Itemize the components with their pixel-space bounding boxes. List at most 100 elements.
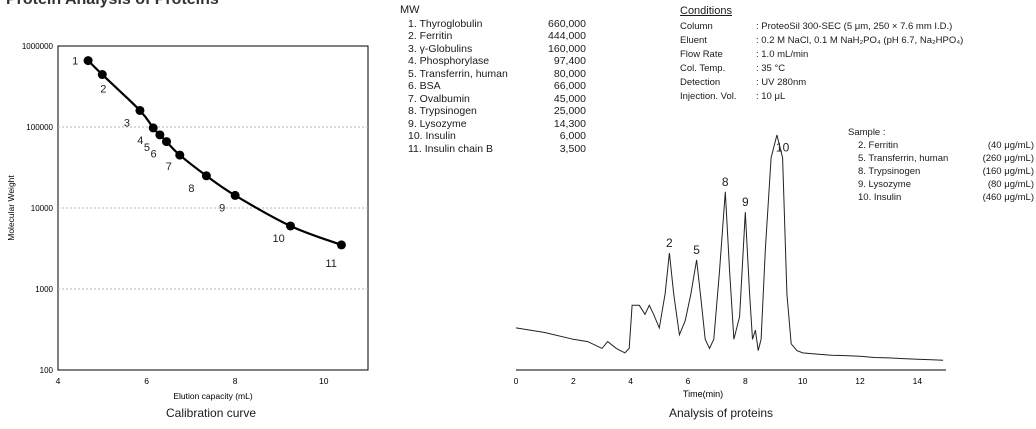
- mw-row-label: 7. Ovalbumin: [408, 92, 470, 105]
- sample-title: Sample :: [848, 127, 886, 138]
- sample-row-value: (80 μg/mL): [987, 179, 1034, 190]
- page-header-partial: Protein Analysis of Proteins: [6, 0, 219, 9]
- mw-row-label: 6. BSA: [408, 80, 441, 92]
- condition-row: Injection. Vol. : 10 μL: [680, 90, 963, 104]
- calibration-point-label: 2: [100, 84, 106, 96]
- chromatogram-x-tick-label: 8: [743, 376, 748, 386]
- sample-row-label: 9. Lysozyme: [858, 179, 911, 190]
- mw-row: 6. BSA 66,000: [400, 80, 586, 93]
- mw-row: 4. Phosphorylase 97,400: [400, 55, 586, 68]
- sample-row-label: 8. Trypsinogen: [858, 166, 921, 177]
- mw-row-label: 4. Phosphorylase: [408, 55, 490, 67]
- sample-row: 5. Transferrin, human (260 μg/mL): [848, 152, 1034, 165]
- calibration-x-axis-label: Elution capacity (mL): [173, 391, 253, 401]
- sample-row-value: (460 μg/mL): [982, 192, 1034, 203]
- condition-row-value: : UV 280nm: [756, 77, 807, 88]
- calibration-x-tick-label: 4: [56, 376, 61, 386]
- mw-row: 5. Transferrin, human 80,000: [400, 68, 586, 81]
- mw-row-value: 97,400: [553, 55, 586, 67]
- calibration-x-tick-label: 10: [319, 376, 329, 386]
- mw-row: 7. Ovalbumin 45,000: [400, 93, 586, 106]
- calibration-gridlines: [58, 126, 368, 290]
- chromatogram-peak-label: 5: [693, 243, 700, 257]
- calibration-point: [148, 123, 158, 133]
- calibration-point: [83, 56, 93, 66]
- condition-row: Col. Temp.: 35 °C: [680, 62, 963, 76]
- chromatogram-x-tick-label: 2: [571, 376, 576, 386]
- calibration-point-label: 11: [325, 258, 336, 270]
- calibration-curve-line: [87, 59, 342, 246]
- mw-row-value: 3,500: [559, 142, 586, 155]
- condition-row: Eluent: 0.2 M NaCl, 0.1 M NaH₂PO₄ (pH 6.…: [680, 34, 963, 48]
- mw-row-label: 3. γ-Globulins: [408, 42, 473, 55]
- condition-row-label: Detection: [680, 77, 721, 88]
- mw-row-value: 45,000: [553, 92, 586, 105]
- sample-row-value: (260 μg/mL): [982, 153, 1034, 164]
- condition-row-label: Col. Temp.: [680, 63, 726, 74]
- sample-row: 8. Trypsinogen (160 μg/mL): [848, 165, 1034, 178]
- mw-row-label: 8. Trypsinogen: [408, 105, 477, 117]
- mw-row-label: 2. Ferritin: [408, 30, 453, 42]
- condition-row: Flow Rate: 1.0 mL/min: [680, 48, 963, 62]
- mw-row-value: 66,000: [553, 80, 586, 92]
- condition-row: Detection : UV 280nm: [680, 76, 963, 90]
- calibration-point-label: 6: [151, 149, 157, 161]
- calibration-y-tick-label: 100000: [26, 123, 53, 132]
- chromatogram-x-tick-label: 14: [913, 376, 923, 386]
- conditions-panel: Conditions Column: ProteoSil 300-SEC (5 …: [680, 4, 963, 104]
- calibration-y-axis-label: Molecular Weight: [6, 175, 16, 241]
- chromatogram-x-tick-label: 4: [628, 376, 633, 386]
- chromatogram-peak-labels: 2 5 89 10: [666, 141, 790, 257]
- condition-row: Column : ProteoSil 300-SEC (5 μm, 250 × 7…: [680, 20, 963, 34]
- calibration-y-tick-label: 10000: [31, 204, 54, 213]
- mw-row-value: 14,300: [553, 117, 586, 130]
- calibration-y-tick-label: 100: [40, 366, 54, 375]
- chromatogram-peak-label: 8: [722, 175, 729, 189]
- calibration-point-label: 5: [144, 142, 150, 154]
- condition-row-label: Injection. Vol.: [680, 91, 737, 102]
- condition-row-label: Eluent: [680, 35, 707, 46]
- calibration-point: [201, 171, 211, 181]
- calibration-caption: Calibration curve: [166, 406, 257, 420]
- sample-row: 2. Ferritin (40 μg/mL): [848, 139, 1034, 152]
- chromatogram-x-tick-labels: 0 2 4 6 8 10 12 14: [514, 376, 923, 386]
- chromatogram-caption: Analysis of proteins: [669, 406, 774, 420]
- calibration-point: [175, 150, 185, 160]
- chromatogram-x-tick-label: 0: [514, 376, 519, 386]
- sample-row: 9. Lysozyme (80 μg/mL): [848, 178, 1034, 191]
- condition-row-value: : 1.0 mL/min: [756, 49, 809, 60]
- sample-panel: Sample : 2. Ferritin (40 μg/mL) 5. Transfe…: [848, 126, 1034, 204]
- calibration-point-label: 3: [124, 117, 130, 129]
- mw-row-value: 6,000: [559, 130, 586, 142]
- calibration-x-tick-labels: 4 6 8 10: [56, 376, 329, 386]
- calibration-x-tick-label: 8: [233, 376, 238, 386]
- chromatogram-x-tick-label: 10: [798, 376, 808, 386]
- mw-table-heading: MW: [400, 4, 420, 16]
- calibration-x-tick-label: 6: [144, 376, 149, 386]
- chromatogram-peak-label: 2: [666, 236, 673, 250]
- sample-row: 10. Insulin (460 μg/mL): [848, 191, 1034, 204]
- condition-row-value: : 10 μL: [756, 91, 786, 102]
- calibration-point: [97, 70, 107, 80]
- calibration-y-tick-labels: 100 1000 10000 100000 1000000: [22, 42, 54, 375]
- calibration-point: [230, 190, 240, 200]
- sample-row-label: 5. Transferrin, human: [858, 153, 949, 164]
- calibration-points: [83, 56, 346, 250]
- mw-row: 10. Insulin 6,000: [400, 130, 586, 143]
- calibration-point-label: 8: [188, 183, 194, 195]
- chromatogram-peak-label: 10: [776, 141, 790, 155]
- mw-row-value: 160,000: [548, 42, 586, 55]
- mw-row: 1. Thyroglobulin 660,000: [400, 18, 586, 31]
- condition-row-label: Column: [680, 21, 713, 32]
- mw-row-value: 25,000: [553, 105, 586, 117]
- calibration-point-label: 10: [273, 233, 285, 245]
- sample-row-label: 2. Ferritin: [858, 140, 899, 151]
- mw-row: 11. Insulin chain B 3,500: [400, 143, 586, 156]
- sample-row-label: 10. Insulin: [858, 192, 902, 203]
- condition-row-value: : ProteoSil 300-SEC (5 μm, 250 × 7.6 mm …: [756, 21, 953, 32]
- calibration-y-tick-label: 1000000: [22, 42, 54, 51]
- mw-row-value: 80,000: [553, 67, 586, 80]
